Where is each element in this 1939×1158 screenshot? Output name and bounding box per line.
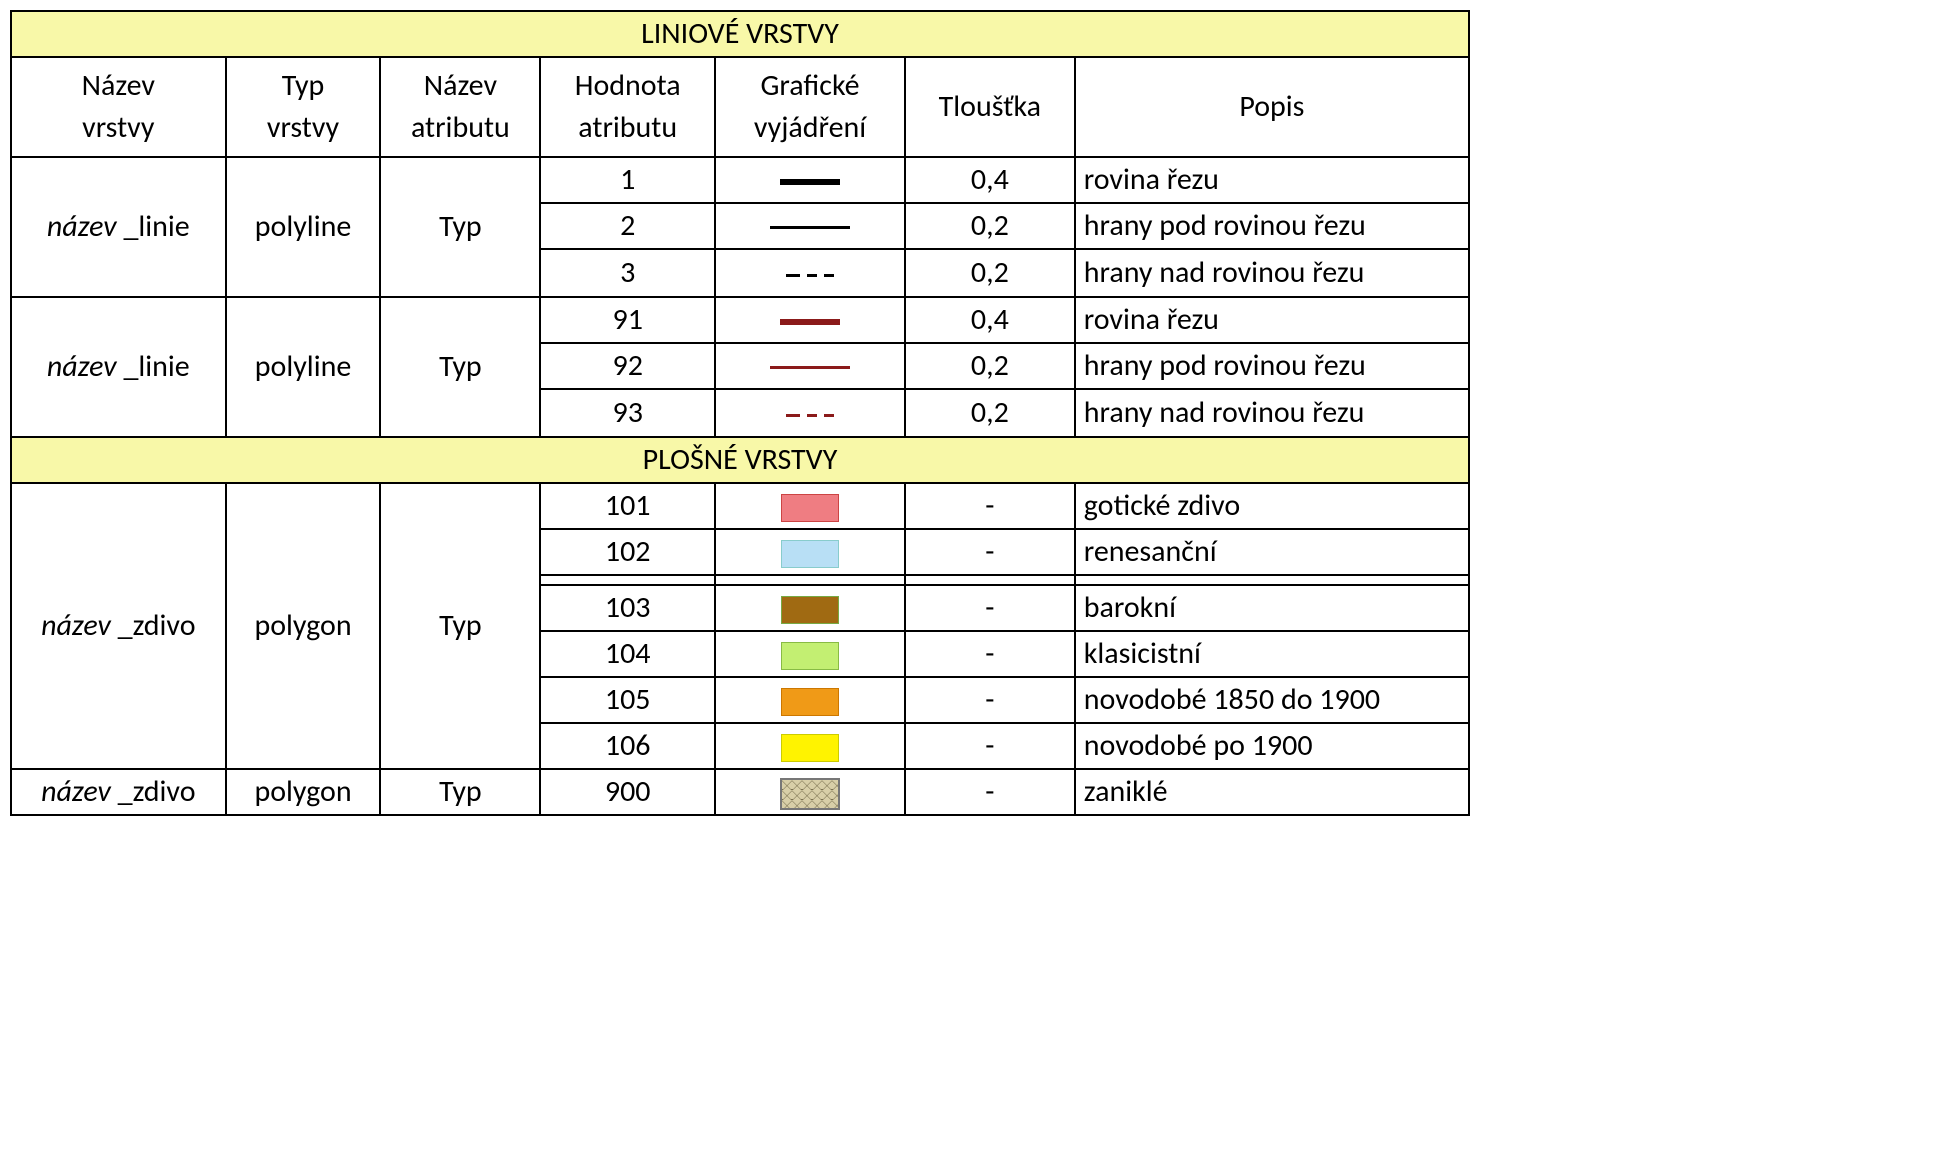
thickness-cell: 0,2 [905, 343, 1075, 389]
desc-cell: rovina řezu [1075, 297, 1469, 343]
swatch-hatch [780, 778, 840, 810]
graphic-cell [715, 203, 905, 249]
graphic-cell [715, 631, 905, 677]
section-area: PLOŠNÉ VRSTVY [11, 437, 1469, 483]
desc-cell: barokní [1075, 585, 1469, 631]
thickness-cell: - [905, 769, 1075, 815]
layer-name: název _linie [47, 208, 190, 245]
layer-name-cell: název _zdivo [11, 483, 226, 769]
line-sample [770, 226, 850, 229]
thickness-cell [905, 575, 1075, 585]
thickness-cell: - [905, 585, 1075, 631]
desc-cell: renesanční [1075, 529, 1469, 575]
attr-val-cell: 102 [540, 529, 715, 575]
line-dashed [770, 256, 850, 292]
col-attr-val: Hodnotaatributu [540, 57, 715, 157]
swatch [781, 688, 839, 716]
line-dashed [770, 396, 850, 432]
line-sample [780, 319, 840, 325]
col-attr-name: Názevatributu [380, 57, 540, 157]
desc-cell: zaniklé [1075, 769, 1469, 815]
thickness-cell: 0,2 [905, 203, 1075, 249]
attr-val-cell: 103 [540, 585, 715, 631]
attr-val-cell: 105 [540, 677, 715, 723]
attr-name-cell: Typ [380, 297, 540, 437]
desc-cell: hrany nad rovinou řezu [1075, 249, 1469, 297]
thickness-cell: 0,2 [905, 249, 1075, 297]
layer-name: název _linie [47, 348, 190, 385]
col-graphic: Grafickévyjádření [715, 57, 905, 157]
layer-name: název _zdivo [41, 607, 195, 644]
attr-name-cell: Typ [380, 483, 540, 769]
layer-type-cell: polygon [226, 483, 381, 769]
swatch [781, 494, 839, 522]
layers-table: LINIOVÉ VRSTVY NázevvrstvyTypvrstvyNázeva… [10, 10, 1470, 816]
line-sample [780, 179, 840, 185]
desc-cell: hrany nad rovinou řezu [1075, 389, 1469, 437]
attr-name-cell: Typ [380, 769, 540, 815]
attr-val-cell: 106 [540, 723, 715, 769]
layer-name-cell: název _linie [11, 157, 226, 297]
col-layer-name: Názevvrstvy [11, 57, 226, 157]
section-line: LINIOVÉ VRSTVY [11, 11, 1469, 57]
graphic-cell [715, 483, 905, 529]
line-sample [770, 366, 850, 369]
swatch [781, 642, 839, 670]
graphic-cell [715, 297, 905, 343]
attr-val-cell: 92 [540, 343, 715, 389]
attr-val-cell: 1 [540, 157, 715, 203]
attr-val-cell: 93 [540, 389, 715, 437]
attr-val-cell [540, 575, 715, 585]
layer-name-cell: název _zdivo [11, 769, 226, 815]
attr-val-cell: 104 [540, 631, 715, 677]
attr-val-cell: 91 [540, 297, 715, 343]
graphic-cell [715, 389, 905, 437]
layer-type-cell: polyline [226, 157, 381, 297]
thickness-cell: 0,4 [905, 157, 1075, 203]
thickness-cell: - [905, 723, 1075, 769]
thickness-cell: - [905, 483, 1075, 529]
graphic-cell [715, 157, 905, 203]
section-line-title: LINIOVÉ VRSTVY [641, 15, 839, 52]
graphic-cell [715, 677, 905, 723]
swatch [781, 734, 839, 762]
desc-cell: klasicistní [1075, 631, 1469, 677]
attr-val-cell: 900 [540, 769, 715, 815]
col-thickness: Tloušťka [905, 57, 1075, 157]
swatch [781, 596, 839, 624]
thickness-cell: - [905, 631, 1075, 677]
graphic-cell [715, 529, 905, 575]
desc-cell: hrany pod rovinou řezu [1075, 203, 1469, 249]
layer-name: název _zdivo [41, 773, 195, 810]
layer-type-cell: polygon [226, 769, 381, 815]
thickness-cell: - [905, 677, 1075, 723]
graphic-cell [715, 769, 905, 815]
graphic-cell [715, 723, 905, 769]
col-layer-type: Typvrstvy [226, 57, 381, 157]
attr-val-cell: 2 [540, 203, 715, 249]
desc-cell [1075, 575, 1469, 585]
desc-cell: gotické zdivo [1075, 483, 1469, 529]
graphic-cell [715, 249, 905, 297]
attr-name-cell: Typ [380, 157, 540, 297]
swatch [781, 540, 839, 568]
thickness-cell: 0,4 [905, 297, 1075, 343]
attr-val-cell: 3 [540, 249, 715, 297]
layer-name-cell: název _linie [11, 297, 226, 437]
graphic-cell [715, 343, 905, 389]
desc-cell: novodobé 1850 do 1900 [1075, 677, 1469, 723]
desc-cell: rovina řezu [1075, 157, 1469, 203]
thickness-cell: - [905, 529, 1075, 575]
attr-val-cell: 101 [540, 483, 715, 529]
desc-cell: novodobé po 1900 [1075, 723, 1469, 769]
graphic-cell [715, 575, 905, 585]
graphic-cell [715, 585, 905, 631]
col-desc: Popis [1075, 57, 1469, 157]
section-area-title: PLOŠNÉ VRSTVY [643, 441, 838, 478]
layer-type-cell: polyline [226, 297, 381, 437]
thickness-cell: 0,2 [905, 389, 1075, 437]
desc-cell: hrany pod rovinou řezu [1075, 343, 1469, 389]
